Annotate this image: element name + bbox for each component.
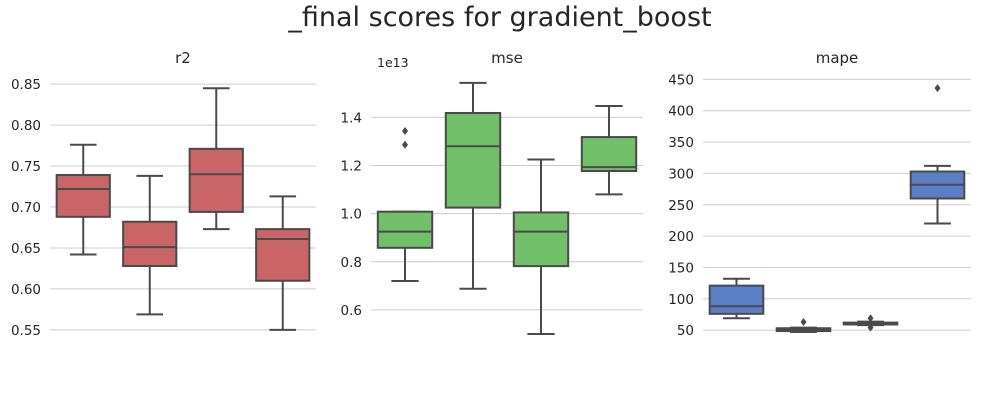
panel-2-ytick-label: 1.0 [341, 207, 362, 223]
panel-3-ytick-label: 300 [668, 166, 694, 182]
panel-3-ytick-label: 100 [668, 292, 694, 308]
panel-2-box-1-flier [402, 127, 408, 136]
panel-1-box-1 [55, 174, 111, 218]
panel-3-ytick-label: 250 [668, 198, 694, 214]
panel-1-ytick-label: 0.60 [11, 282, 41, 298]
panel-2-box-1-flier [402, 140, 408, 149]
panel-1-ytick-label: 0.55 [11, 323, 41, 339]
panel-3-ytick-label: 50 [677, 323, 694, 339]
panel-2-offset-label: 1e13 [377, 55, 409, 70]
panel-3-ytick-label: 450 [668, 72, 694, 88]
panel-2-ytick-label: 1.4 [341, 110, 362, 126]
panel-3-ytick-label: 350 [668, 135, 694, 151]
panel-2-box-4 [580, 136, 638, 173]
panel-1-ytick-label: 0.65 [11, 241, 41, 257]
panel-2-ytick-label: 0.6 [341, 303, 362, 319]
panel-3-box-2-flier [800, 317, 807, 326]
chart-suptitle: _final scores for gradient_boost [288, 2, 712, 33]
panel-3-ytick-label: 400 [668, 104, 694, 120]
panel-3-box-4-flier [934, 84, 941, 93]
panel-1-ytick-label: 0.75 [11, 159, 41, 175]
panel-2-box-3 [512, 211, 570, 268]
panel-3-ytick-label: 200 [668, 229, 694, 245]
panel-2-box-1 [376, 210, 434, 249]
panel-1-ytick-label: 0.85 [11, 77, 41, 93]
panel-1-box-2 [122, 220, 178, 267]
panel-1-box-3 [188, 147, 244, 213]
panel-2-box-2 [444, 111, 502, 209]
panel-1-title: r2 [175, 49, 191, 67]
panel-3-box-3-flier [867, 314, 874, 323]
panel-3-box-3-flier [867, 323, 874, 332]
panel-2-ytick-label: 0.8 [341, 255, 362, 271]
panel-2-ytick-label: 1.2 [341, 158, 362, 174]
panel-2-title: mse [491, 49, 523, 67]
panel-1-ytick-label: 0.70 [11, 200, 41, 216]
panel-3-ytick-label: 150 [668, 260, 694, 276]
panel-3-title: mape [816, 49, 859, 67]
panel-1-ytick-label: 0.80 [11, 118, 41, 134]
panel-3-box-1 [708, 284, 765, 315]
panel-1-box-4 [255, 228, 311, 282]
